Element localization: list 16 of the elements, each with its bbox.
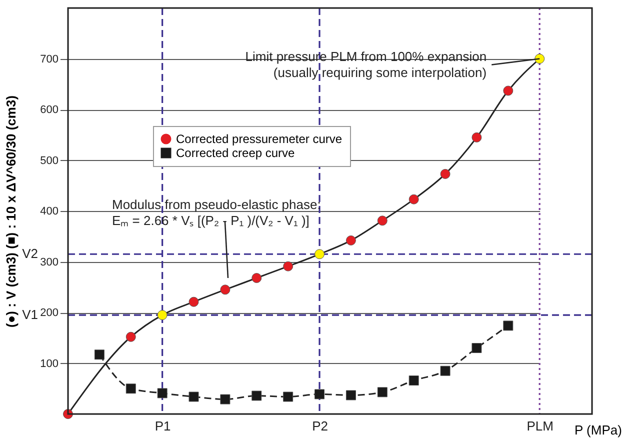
ref-line-label: V2 bbox=[22, 246, 38, 262]
y-tick-label: 600 bbox=[40, 104, 58, 116]
legend-label: Corrected creep curve bbox=[176, 146, 296, 160]
y-tick-label: 500 bbox=[40, 154, 58, 167]
y-tick-label: 400 bbox=[40, 206, 58, 218]
y-tick-label: 200 bbox=[40, 307, 58, 319]
y-tick-label: 300 bbox=[40, 256, 58, 268]
x-tick-label: PLM bbox=[526, 418, 554, 434]
x-axis-title: P (MPa) bbox=[574, 422, 622, 438]
y-tick-label: 100 bbox=[40, 358, 58, 370]
x-tick-label: P1 bbox=[154, 418, 171, 434]
legend-label: Corrected pressuremeter curve bbox=[176, 132, 342, 146]
x-tick-label: P2 bbox=[312, 418, 328, 434]
ref-line-label: V1 bbox=[22, 307, 38, 322]
y-axis-title: (●) : V (cm3) (■) : 10 x ΔV^60/30 (cm3) bbox=[4, 95, 18, 328]
y-tick-label: 700 bbox=[40, 53, 58, 66]
